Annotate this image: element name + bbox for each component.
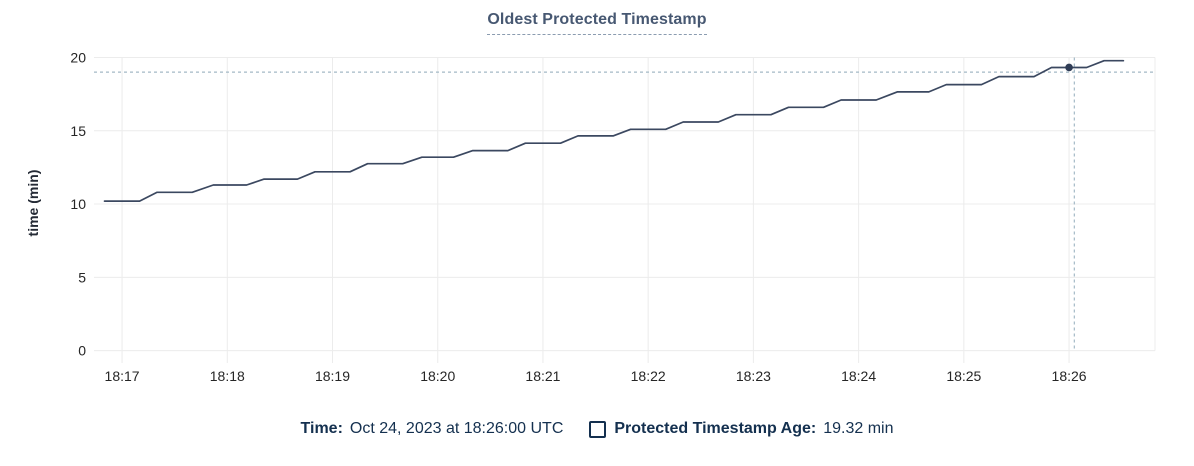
y-tick-label: 15	[70, 123, 86, 139]
x-tick-label: 18:25	[946, 368, 981, 384]
x-tick-label: 18:22	[631, 368, 666, 384]
legend-time-value: Oct 24, 2023 at 18:26:00 UTC	[349, 420, 564, 437]
chart-legend: Time: Oct 24, 2023 at 18:26:00 UTC Prote…	[0, 420, 1194, 438]
legend-series-value: 19.32 min	[823, 420, 894, 437]
x-tick-label: 18:18	[210, 368, 245, 384]
chart-plot-area[interactable]: 0 5 10 15 20 18:17 18:18 18:19 18:20 18:21 18:22 18…	[0, 0, 1194, 400]
y-tick-label: 0	[78, 343, 86, 359]
y-axis-title: time (min)	[25, 169, 41, 237]
x-tick-label: 18:26	[1052, 368, 1087, 384]
y-tick-label: 20	[70, 50, 86, 66]
legend-series-label: Protected Timestamp Age:	[614, 420, 817, 437]
series-line-protected-timestamp-age	[103, 59, 1125, 202]
chart-header: Oldest Protected Timestamp	[0, 11, 1194, 35]
y-tick-label: 10	[70, 196, 86, 212]
chart-title[interactable]: Oldest Protected Timestamp	[487, 11, 707, 35]
x-tick-label: 18:19	[315, 368, 350, 384]
legend-time-label: Time:	[300, 420, 343, 437]
x-tick-label: 18:17	[105, 368, 140, 384]
x-tick-label: 18:20	[420, 368, 455, 384]
x-tick-label: 18:23	[736, 368, 771, 384]
legend-series-toggle[interactable]: Protected Timestamp Age: 19.32 min	[589, 420, 893, 438]
hover-point-dot	[1065, 63, 1073, 72]
series-checkbox-icon[interactable]	[589, 420, 607, 438]
x-tick-label: 18:21	[525, 368, 560, 384]
x-tick-label: 18:24	[841, 368, 876, 384]
legend-time: Time: Oct 24, 2023 at 18:26:00 UTC	[301, 420, 564, 438]
y-tick-label: 5	[78, 269, 86, 285]
